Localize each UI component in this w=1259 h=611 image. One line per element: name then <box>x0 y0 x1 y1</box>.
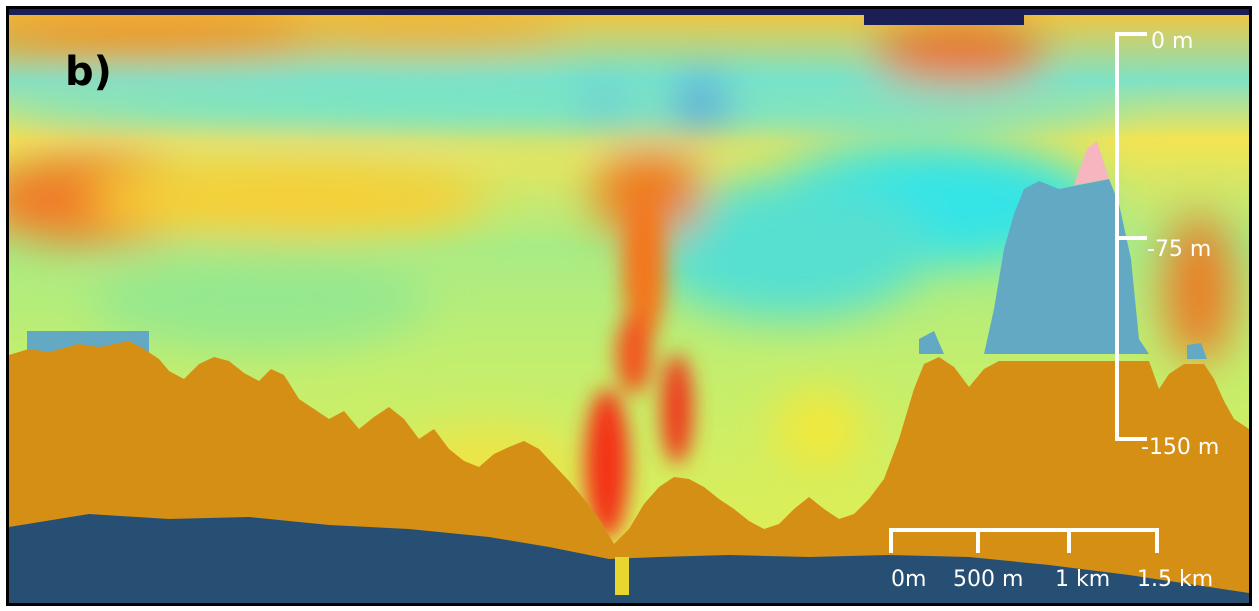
panel-label: b) <box>65 49 112 95</box>
horizontal-label-500: 500 m <box>953 567 1024 592</box>
anomaly-mid-cyan <box>649 179 929 319</box>
depth-label-150: -150 m <box>1141 435 1220 460</box>
horizontal-scale <box>889 528 1159 553</box>
depth-label-75: -75 m <box>1147 237 1212 262</box>
anomaly-center-yellow <box>774 389 864 469</box>
depth-scale <box>1115 32 1147 441</box>
anomaly-top-right-orange <box>874 24 1044 84</box>
blue-gray-block-tiny <box>1187 343 1207 359</box>
anomaly-right-orange <box>1164 214 1234 364</box>
central-plume <box>585 194 693 539</box>
blue-gray-block-right <box>984 179 1149 354</box>
anomaly-left-green <box>89 249 429 349</box>
plume-right-lower <box>661 354 693 464</box>
plume-upper <box>622 194 666 344</box>
anomaly-top-mid-orange <box>289 17 569 45</box>
surface-dark-patch <box>864 9 1024 25</box>
blue-gray-block-small <box>919 331 944 354</box>
surface-band <box>9 9 1249 15</box>
pink-patch <box>1074 141 1109 185</box>
depth-label-0: 0 m <box>1151 29 1194 54</box>
cross-section-frame: b) 0 m -75 m -150 m 0m 500 m 1 km 1.5 km <box>6 6 1252 606</box>
plume-mid <box>616 314 652 394</box>
anomaly-blue-spot-1 <box>677 80 725 128</box>
anomaly-teal-band <box>9 78 1129 130</box>
anomaly-top-left-orange <box>9 14 339 54</box>
horizontal-label-1500: 1.5 km <box>1137 567 1214 592</box>
plume-left-lower <box>585 389 629 539</box>
anomaly-left-yellow <box>89 159 489 239</box>
horizontal-label-1000: 1 km <box>1055 567 1111 592</box>
anomaly-central-top-orange <box>594 149 704 239</box>
plume-stub <box>615 557 629 595</box>
horizontal-label-0: 0m <box>891 567 927 592</box>
resistivity-anomalies <box>9 14 1234 509</box>
cross-section-diagram <box>9 9 1249 603</box>
anomaly-blue-spot-2 <box>586 90 622 118</box>
